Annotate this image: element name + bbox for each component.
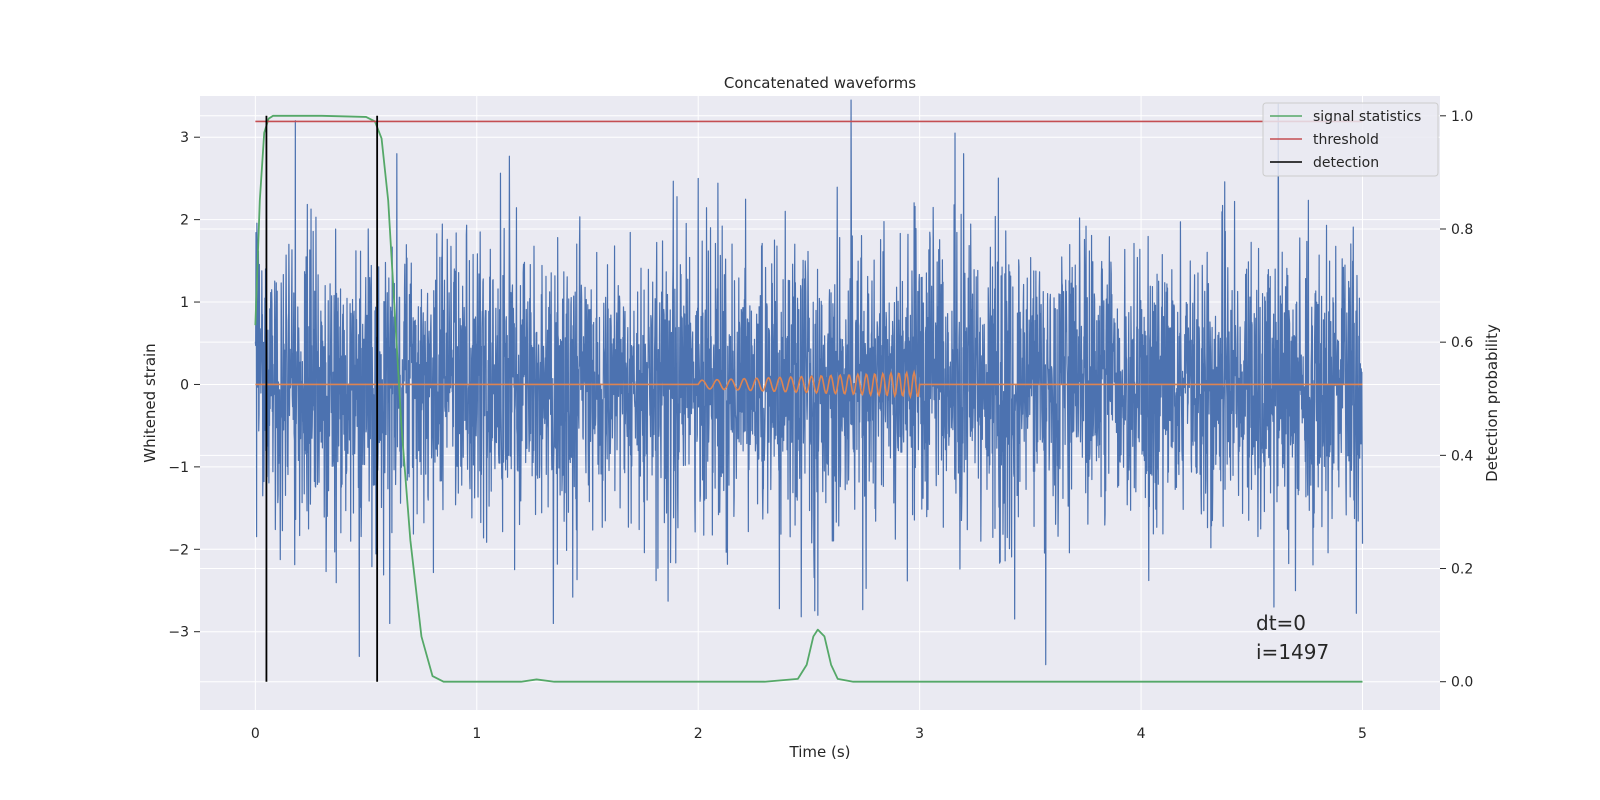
y-tick-label: 0 — [180, 377, 189, 393]
series-signal-statistics — [254, 114, 1363, 683]
x-tick-labels: 0 1 2 3 4 5 — [251, 726, 1367, 742]
y2-tick-label: 0.0 — [1451, 675, 1473, 691]
y-tick-label: −2 — [168, 542, 189, 558]
y-axis-label: Whitened strain — [141, 343, 159, 462]
y-tick-label: 3 — [180, 130, 189, 146]
y-tick-label: −1 — [168, 460, 189, 476]
legend-label-signal-statistics: signal statistics — [1313, 109, 1421, 125]
legend: signal statistics threshold detection — [1262, 102, 1439, 177]
y2-tick-label: 1.0 — [1451, 109, 1473, 125]
legend-label-threshold: threshold — [1313, 132, 1379, 148]
legend-label-detection: detection — [1313, 155, 1379, 171]
y2-axis-label: Detection probability — [1483, 324, 1501, 482]
x-tick-label: 3 — [915, 726, 924, 742]
x-axis-label: Time (s) — [789, 743, 851, 761]
y2-tick-label: 0.6 — [1451, 335, 1473, 351]
series-injected-waveform — [255, 369, 1363, 400]
x-tick-label: 0 — [251, 726, 260, 742]
y-tick-label: 2 — [180, 213, 189, 229]
y-tick-label: −3 — [168, 625, 189, 641]
x-tick-label: 5 — [1358, 726, 1367, 742]
y2-tick-label: 0.8 — [1451, 222, 1473, 238]
series-layer — [254, 99, 1364, 683]
y-tick-labels: −3 −2 −1 0 1 2 3 — [168, 130, 189, 640]
annotation-index: i=1497 — [1256, 640, 1329, 664]
y2-tick-label: 0.4 — [1451, 448, 1473, 464]
y2-tick-labels: 0.0 0.2 0.4 0.6 0.8 1.0 — [1451, 109, 1473, 691]
x-tick-label: 4 — [1137, 726, 1146, 742]
x-tick-label: 1 — [472, 726, 481, 742]
series-whitened-strain — [254, 99, 1364, 666]
annotation-dt: dt=0 — [1256, 611, 1306, 635]
x-tick-label: 2 — [694, 726, 703, 742]
y2-tick-label: 0.2 — [1451, 562, 1473, 578]
chart-title: Concatenated waveforms — [724, 74, 916, 92]
legend-box — [1262, 102, 1439, 177]
y-tick-label: 1 — [180, 295, 189, 311]
